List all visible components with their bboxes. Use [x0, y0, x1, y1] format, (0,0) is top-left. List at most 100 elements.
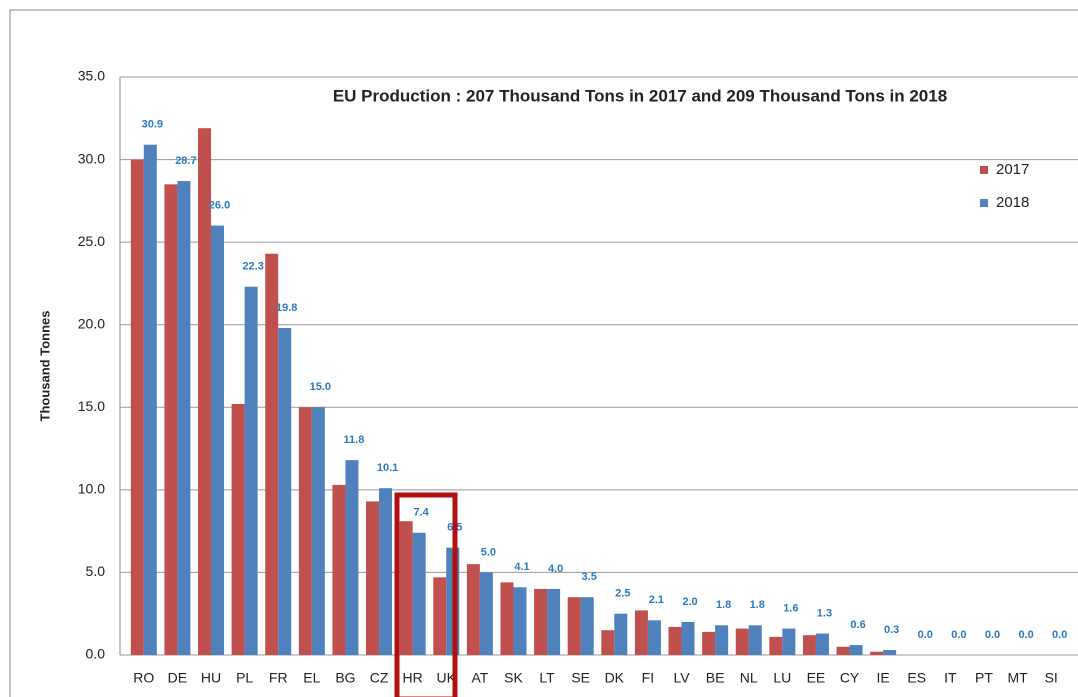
x-tick-label: BE: [706, 670, 725, 686]
bar: [769, 636, 783, 655]
value-label: 7.4: [414, 507, 430, 519]
bar: [500, 582, 514, 655]
chart-title: EU Production : 207 Thousand Tons in 201…: [333, 86, 947, 105]
bar: [265, 253, 279, 655]
bar: [681, 621, 695, 655]
value-label: 1.8: [716, 599, 731, 611]
bar: [534, 588, 548, 655]
bar: [211, 225, 225, 655]
x-tick-label: MT: [1007, 670, 1028, 686]
bar: [379, 488, 393, 655]
x-tick-label: LT: [539, 670, 555, 686]
bar: [735, 628, 749, 655]
x-tick-label: DK: [605, 670, 625, 686]
y-tick-label: 20.0: [78, 315, 105, 331]
x-tick-label: IT: [944, 670, 957, 686]
bar: [143, 144, 157, 656]
bar: [332, 484, 346, 655]
value-label: 4.0: [548, 563, 563, 575]
x-tick-label: NL: [740, 670, 758, 686]
value-label: 19.8: [276, 302, 297, 314]
bar: [412, 532, 426, 655]
value-label: 0.0: [1018, 629, 1033, 641]
value-label: 28.7: [175, 155, 196, 167]
bar: [513, 587, 527, 655]
x-tick-label: UK: [437, 670, 457, 686]
bar: [311, 407, 325, 655]
x-tick-label: DE: [168, 670, 187, 686]
value-label: 0.0: [1052, 629, 1067, 641]
legend-swatch: [980, 199, 988, 207]
x-tick-label: HU: [201, 670, 221, 686]
bar: [802, 635, 816, 655]
bar: [883, 650, 897, 655]
x-tick-label: IE: [877, 670, 890, 686]
value-label: 3.5: [582, 571, 597, 583]
value-label: 0.0: [951, 629, 966, 641]
y-tick-label: 0.0: [86, 646, 106, 662]
x-tick-label: HR: [403, 670, 423, 686]
bar: [782, 628, 796, 655]
bar: [399, 521, 413, 655]
value-label: 0.0: [985, 629, 1000, 641]
value-label: 15.0: [310, 381, 331, 393]
bar: [836, 646, 850, 655]
value-label: 26.0: [209, 200, 230, 212]
x-tick-label: CZ: [370, 670, 389, 686]
x-tick-label: LV: [673, 670, 690, 686]
bar: [479, 572, 493, 655]
value-label: 2.0: [682, 596, 697, 608]
value-label: 1.8: [750, 599, 765, 611]
highlight-box: [394, 492, 458, 697]
bar: [547, 588, 561, 655]
bar: [366, 501, 380, 655]
x-tick-label: PL: [236, 670, 253, 686]
value-label: 0.3: [884, 624, 899, 636]
y-tick-label: 35.0: [78, 68, 105, 84]
value-label: 1.6: [783, 602, 798, 614]
x-tick-label: AT: [471, 670, 488, 686]
value-label: 5.0: [481, 546, 496, 558]
y-tick-label: 25.0: [78, 233, 105, 249]
bar: [614, 613, 628, 655]
bar: [278, 328, 292, 655]
x-tick-label: EL: [303, 670, 320, 686]
x-tick-label: CY: [840, 670, 860, 686]
bar: [567, 597, 581, 655]
legend-swatch: [980, 166, 988, 174]
x-tick-label: ES: [907, 670, 926, 686]
value-label: 10.1: [377, 462, 398, 474]
frame: [9, 9, 1078, 697]
value-label: 1.3: [817, 607, 832, 619]
bar: [231, 403, 245, 655]
x-tick-label: SK: [504, 670, 523, 686]
bar: [345, 460, 359, 655]
plot: 0.0 5.0 10.0 15.0 20.0 25.0 30.0 35.0 RO 30.9 DE 28…: [78, 68, 1078, 686]
y-tick-label: 10.0: [78, 481, 105, 497]
bar: [870, 651, 884, 655]
bar: [433, 577, 447, 655]
bar: [298, 407, 312, 655]
y-axis-label: Thousand Tonnes: [37, 311, 52, 422]
bar: [198, 128, 212, 656]
x-tick-label: RO: [133, 670, 154, 686]
bar: [715, 625, 729, 655]
bar: [748, 625, 762, 655]
legend-label: 2017: [996, 161, 1029, 178]
bar: [601, 630, 615, 655]
x-tick-label: FI: [642, 670, 654, 686]
bar: [634, 610, 648, 655]
value-label: 2.1: [649, 594, 664, 606]
value-label: 0.6: [850, 619, 865, 631]
value-label: 2.5: [615, 588, 630, 600]
value-label: 11.8: [344, 434, 365, 446]
bar: [815, 633, 829, 655]
y-tick-label: 30.0: [78, 150, 105, 166]
x-tick-label: SI: [1045, 670, 1058, 686]
y-tick-label: 15.0: [78, 398, 105, 414]
value-label: 22.3: [242, 261, 263, 273]
bar: [668, 626, 682, 655]
bar: [130, 159, 144, 656]
value-label: 0.0: [918, 629, 933, 641]
